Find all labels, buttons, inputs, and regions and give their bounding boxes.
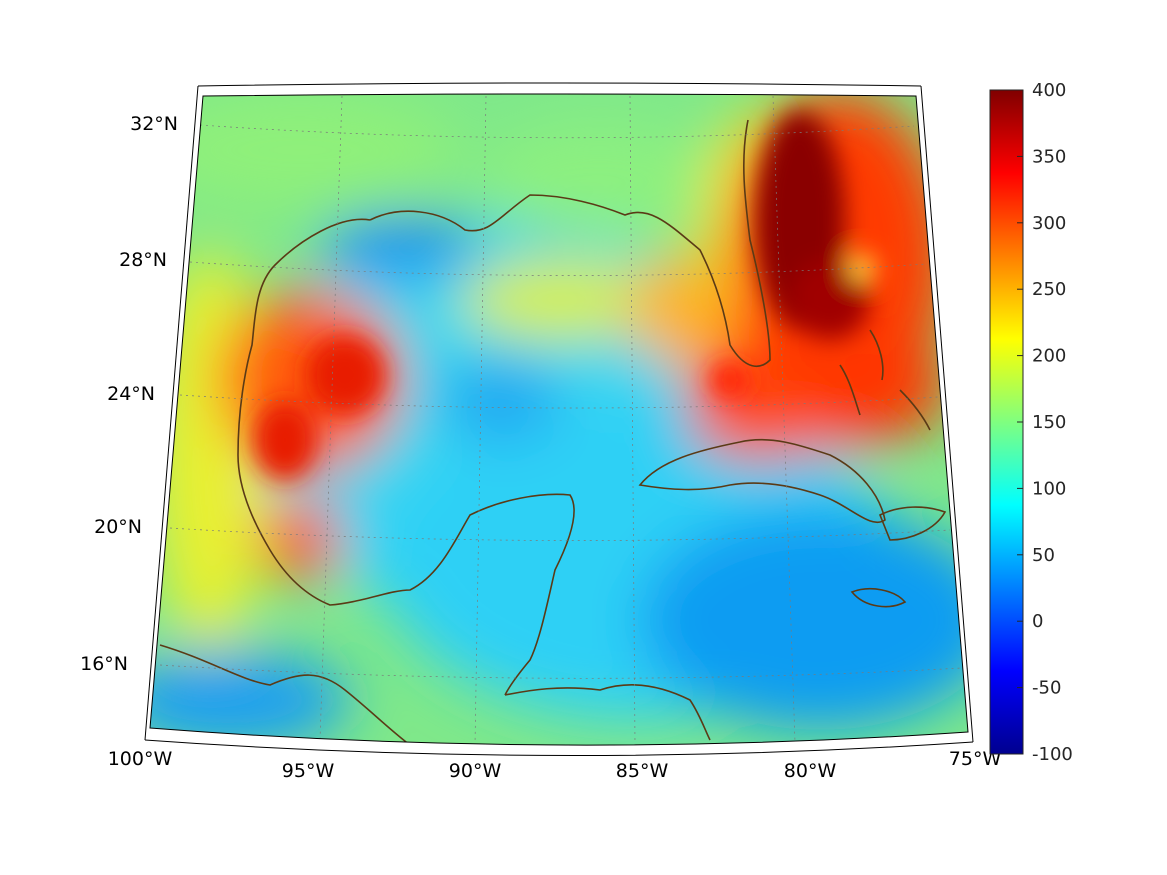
hispaniola xyxy=(878,506,947,541)
longitude-label: 100°W xyxy=(108,748,173,770)
field-layer xyxy=(150,94,968,746)
cuba xyxy=(638,438,886,523)
coastlines xyxy=(159,119,947,746)
gulf-coast-us-mexico xyxy=(237,218,575,696)
jamaica xyxy=(850,588,907,608)
colorbar-label: 200 xyxy=(1032,346,1066,367)
longitude-labels: 100°W 95°W 90°W 85°W 80°W 75°W xyxy=(108,748,1002,782)
latitude-label: 24°N xyxy=(107,383,155,405)
longitude-label: 75°W xyxy=(949,748,1002,770)
honduras-coast xyxy=(504,684,711,741)
longitude-label: 90°W xyxy=(449,760,502,782)
colorbar-label: 250 xyxy=(1032,279,1066,300)
latitude-labels: 16°N 20°N 24°N 28°N 32°N xyxy=(80,113,178,675)
map-frame xyxy=(144,82,974,757)
latitude-label: 32°N xyxy=(130,113,178,135)
longitude-label: 80°W xyxy=(784,760,837,782)
bahamas xyxy=(839,329,931,431)
latitude-label: 28°N xyxy=(119,249,167,271)
colorbar-label: -50 xyxy=(1032,678,1061,699)
longitude-label: 85°W xyxy=(616,760,669,782)
us-gulf-coast-east xyxy=(369,119,771,368)
colorbar: 400 350 300 250 200 150 100 50 0 -50 -100 xyxy=(989,80,1073,765)
colorbar-label: 400 xyxy=(1032,80,1066,101)
latitude-label: 20°N xyxy=(94,516,142,538)
longitude-label: 95°W xyxy=(282,760,335,782)
graticule xyxy=(159,95,963,746)
colorbar-label: 350 xyxy=(1032,146,1066,167)
central-america-coast xyxy=(159,644,411,746)
colorbar-label: -100 xyxy=(1032,744,1073,765)
colorbar-labels: 400 350 300 250 200 150 100 50 0 -50 -100 xyxy=(1017,80,1073,765)
colorbar-label: 100 xyxy=(1032,478,1066,499)
colorbar-label: 150 xyxy=(1032,412,1066,433)
latitude-label: 16°N xyxy=(80,653,128,675)
colorbar-label: 0 xyxy=(1032,611,1043,632)
colorbar-label: 300 xyxy=(1032,213,1066,234)
colorbar-label: 50 xyxy=(1032,545,1055,566)
